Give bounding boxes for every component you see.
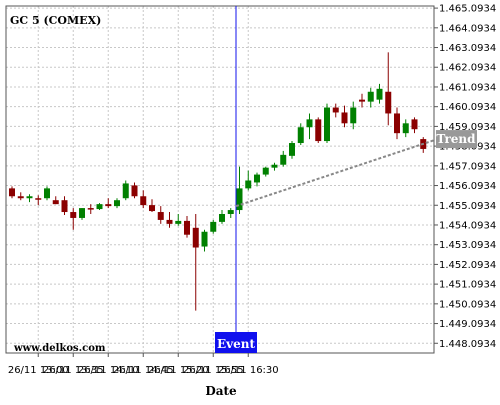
y-tick-label: 1.448.0934	[439, 339, 496, 350]
y-tick-label: 1.464.0934	[439, 23, 496, 34]
candle-body-down	[105, 204, 112, 207]
candle-body-up	[289, 143, 295, 156]
candle-body-down	[332, 107, 339, 113]
event-tag	[215, 332, 257, 353]
x-tick-label: 26/11 16:30	[218, 365, 279, 376]
trend-label: Trend	[436, 132, 476, 146]
candle-body-up	[219, 214, 225, 222]
y-tick-label: 1.450.0934	[439, 299, 496, 310]
candle-body-down	[131, 185, 138, 197]
candle-body-down	[315, 119, 322, 142]
candle-body-down	[157, 212, 164, 220]
candle-body-down	[140, 196, 147, 206]
candle-body-up	[271, 164, 278, 168]
candle-body-up	[175, 220, 182, 224]
y-tick-label: 1.453.0934	[439, 240, 496, 251]
y-axis: 1.465.0934 1.464.0934 1.463.0934 1.462.0934…	[434, 4, 496, 350]
candle-body-up	[324, 107, 330, 142]
candle-body-down	[87, 208, 94, 210]
candle-body-up	[350, 107, 357, 124]
y-tick-label: 1.462.0934	[439, 63, 496, 74]
candle-body-up	[79, 208, 85, 218]
y-tick-label: 1.455.0934	[439, 201, 496, 212]
candle-body-up	[122, 183, 129, 199]
candle-body-down	[70, 212, 77, 218]
y-tick-label: 1.457.0934	[439, 161, 496, 172]
candle-body-down	[385, 91, 392, 114]
candle-body-down	[9, 188, 15, 197]
y-tick-label: 1.452.0934	[439, 260, 496, 271]
candle-body-down	[394, 113, 400, 134]
candle-body-down	[341, 112, 348, 124]
candle-body-up	[26, 196, 33, 199]
candle-body-down	[149, 205, 155, 212]
candle-body-up	[254, 174, 260, 183]
y-tick-label: 1.465.0934	[439, 4, 496, 15]
candle-body-down	[359, 99, 365, 102]
candle-body-down	[61, 200, 68, 213]
y-tick-label: 1.459.0934	[439, 122, 496, 133]
candle-body-up	[245, 180, 252, 189]
x-tick-label: 26/11 15:20	[148, 365, 209, 376]
candle-body-down	[184, 220, 190, 235]
watermark: www.delkos.com	[13, 343, 106, 354]
candle-body-up	[44, 188, 50, 199]
x-tick-label: 26/11 13:35	[43, 365, 104, 376]
event-label: Event	[217, 337, 255, 351]
candle-body-down	[35, 198, 42, 200]
y-tick-label: 1.449.0934	[439, 319, 496, 330]
candle-body-up	[280, 154, 287, 165]
candle-body-down	[52, 200, 59, 205]
candle-body-down	[192, 227, 199, 248]
candle-body-up	[210, 221, 217, 232]
x-tick-label: 26/11 13:00	[8, 365, 69, 376]
y-tick-label: 1.463.0934	[439, 43, 496, 54]
candles	[9, 52, 427, 311]
candle-body-up	[96, 204, 103, 210]
x-tick-label: 26/11 15:55	[183, 365, 244, 376]
overlays: Event Trend	[215, 6, 477, 353]
y-tick-label: 1.461.0934	[439, 82, 496, 93]
chart-title: GC 5 (COMEX)	[10, 14, 101, 27]
y-tick-label: 1.456.0934	[439, 181, 496, 192]
trend-tag	[436, 130, 477, 149]
candle-body-up	[236, 188, 243, 211]
grid-lines	[6, 6, 434, 353]
candle-body-up	[367, 91, 374, 102]
candle-body-up	[201, 231, 208, 247]
candle-body-up	[297, 127, 304, 144]
candle-body-up	[376, 88, 383, 100]
y-tick-label: 1.460.0934	[439, 102, 496, 113]
y-tick-label: 1.454.0934	[439, 220, 496, 231]
x-axis-label: Date	[205, 384, 237, 398]
candle-body-up	[402, 123, 409, 134]
candle-body-down	[166, 219, 173, 224]
candle-body-down	[411, 119, 418, 130]
x-tick-label: 26/11 14:45	[113, 365, 174, 376]
candle-body-up	[114, 200, 120, 207]
candle-body-up	[262, 167, 269, 175]
candle-body-down	[17, 196, 24, 199]
y-tick-label: 1.451.0934	[439, 280, 496, 291]
candle-body-up	[306, 119, 313, 128]
x-tick-label: 26/11 14:10	[78, 365, 139, 376]
candle-body-up	[227, 210, 234, 215]
